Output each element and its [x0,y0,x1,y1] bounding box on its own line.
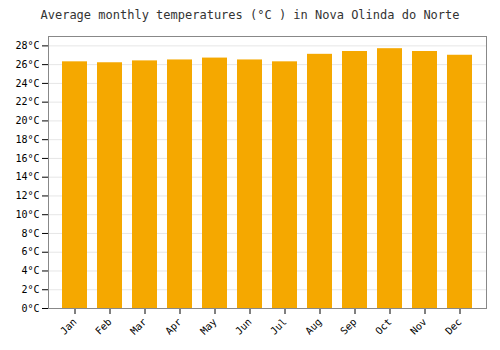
svg-text:12°C: 12°C [15,190,39,201]
svg-text:Jun: Jun [233,316,254,337]
svg-text:6°C: 6°C [21,246,39,257]
svg-text:20°C: 20°C [15,115,39,126]
svg-text:4°C: 4°C [21,265,39,276]
svg-text:Sep: Sep [338,316,359,337]
svg-text:0°C: 0°C [21,303,39,314]
svg-text:16°C: 16°C [15,153,39,164]
svg-text:Mar: Mar [128,316,149,337]
svg-text:28°C: 28°C [15,40,39,51]
svg-text:24°C: 24°C [15,78,39,89]
svg-text:Dec: Dec [443,316,464,337]
svg-text:2°C: 2°C [21,284,39,295]
svg-text:Apr: Apr [163,316,184,337]
svg-text:Feb: Feb [93,316,114,337]
svg-text:Nov: Nov [408,316,429,337]
svg-text:May: May [198,316,219,337]
svg-text:22°C: 22°C [15,96,39,107]
svg-text:Aug: Aug [303,316,324,337]
svg-text:10°C: 10°C [15,209,39,220]
svg-text:Oct: Oct [373,316,394,337]
svg-text:14°C: 14°C [15,171,39,182]
svg-text:Jul: Jul [268,316,289,337]
svg-text:Jan: Jan [58,316,79,337]
svg-text:8°C: 8°C [21,228,39,239]
svg-text:26°C: 26°C [15,59,39,70]
html-text:Average monthly temperatures (: Average monthly temperatures (°C ) in No… [40,8,460,22]
svg-text:18°C: 18°C [15,134,39,145]
